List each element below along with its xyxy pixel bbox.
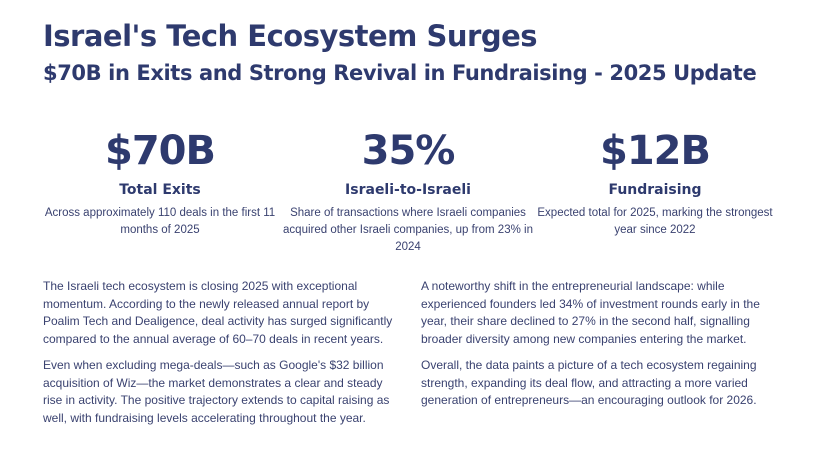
paragraph: Even when excluding mega-deals—such as G… xyxy=(43,358,390,425)
stat-description: Share of transactions where Israeli comp… xyxy=(283,207,533,253)
paragraph: The Israeli tech ecosystem is closing 20… xyxy=(43,279,393,346)
stat-value: $12B xyxy=(600,128,711,174)
paragraph: Overall, the data paints a picture of a … xyxy=(421,358,757,407)
body-right-column: A noteworthy shift in the entrepreneuria… xyxy=(421,278,781,419)
stat-label: Israeli-to-Israeli xyxy=(345,182,471,198)
stat-label: Total Exits xyxy=(119,182,201,198)
page-subtitle: $70B in Exits and Strong Revival in Fund… xyxy=(43,61,757,85)
stat-label: Fundraising xyxy=(608,182,702,198)
stat-value: $70B xyxy=(105,128,216,174)
paragraph: A noteworthy shift in the entrepreneuria… xyxy=(421,279,760,346)
stat-fundraising: $12B Fundraising Expected total for 2025… xyxy=(530,126,780,239)
stat-description: Expected total for 2025, marking the str… xyxy=(537,207,773,236)
stat-value: 35% xyxy=(361,128,456,174)
body-left-column: The Israeli tech ecosystem is closing 20… xyxy=(43,278,403,436)
page-title: Israel's Tech Ecosystem Surges xyxy=(43,19,538,53)
stat-israeli-to-israeli: 35% Israeli-to-Israeli Share of transact… xyxy=(283,126,533,256)
stat-description: Across approximately 110 deals in the fi… xyxy=(44,207,276,236)
stat-total-exits: $70B Total Exits Across approximately 11… xyxy=(35,126,285,239)
